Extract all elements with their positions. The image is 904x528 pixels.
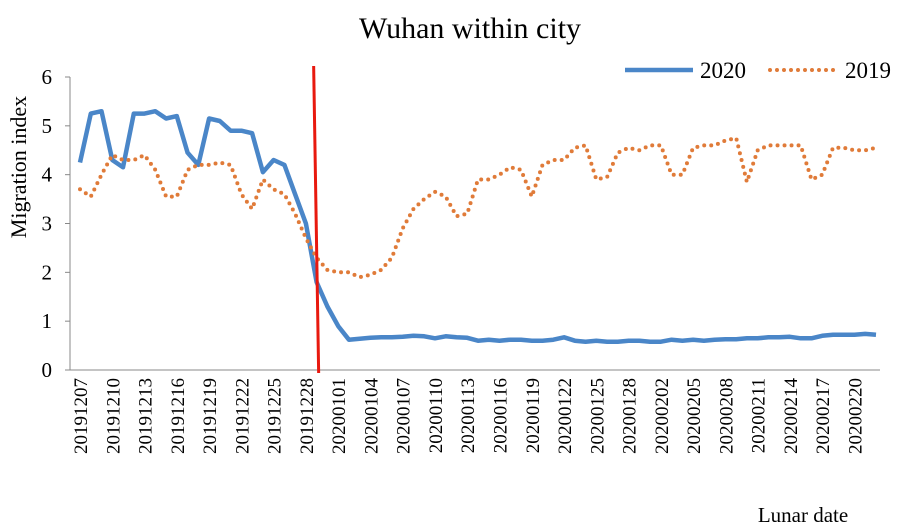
x-tick-label: 20200125	[587, 378, 608, 454]
x-tick-label: 20191222	[232, 378, 253, 454]
legend-label: 2020	[700, 58, 746, 83]
x-tick-label: 20191207	[71, 378, 92, 454]
x-tick-label: 20200101	[329, 378, 350, 454]
y-tick-label: 3	[42, 212, 53, 236]
y-tick-label: 4	[42, 163, 53, 187]
y-tick-label: 2	[42, 260, 53, 284]
x-tick-label: 20200208	[716, 378, 737, 454]
x-tick-label: 20200104	[361, 378, 382, 455]
y-tick-label: 1	[42, 309, 53, 333]
y-tick-label: 6	[42, 65, 53, 89]
y-axis-label: Migration index	[6, 96, 31, 238]
x-tick-label: 20200128	[620, 378, 641, 454]
x-tick-label: 20200113	[458, 378, 479, 453]
x-tick-label: 20200107	[394, 378, 415, 454]
x-tick-label: 20191210	[103, 378, 124, 454]
legend-label: 2019	[845, 58, 891, 83]
x-tick-label: 20200214	[781, 378, 802, 455]
chart-title: Wuhan within city	[359, 12, 581, 45]
x-tick-label: 20200217	[813, 378, 834, 454]
x-tick-label: 20200202	[652, 378, 673, 454]
series-line	[77, 108, 877, 344]
x-tick-label: 20200220	[845, 378, 866, 454]
series-line	[78, 135, 878, 280]
x-axis-label: Lunar date	[758, 503, 848, 527]
y-tick-label: 0	[42, 358, 53, 382]
x-tick-label: 20200205	[684, 378, 705, 454]
x-tick-label: 20200116	[491, 378, 512, 453]
x-tick-label: 20191219	[200, 378, 221, 454]
reference-line	[312, 65, 321, 374]
x-tick-label: 20191225	[265, 378, 286, 454]
x-tick-label: 20191216	[168, 378, 189, 454]
y-tick-label: 5	[42, 114, 53, 138]
x-tick-label: 20200211	[749, 378, 770, 453]
x-tick-label: 20200122	[555, 378, 576, 454]
x-tick-label: 20191228	[297, 378, 318, 454]
x-tick-label: 20200110	[426, 378, 447, 453]
legend: 2020 2019	[625, 58, 891, 83]
x-tick-label: 20191213	[136, 378, 157, 454]
x-tick-label: 20200119	[523, 378, 544, 453]
